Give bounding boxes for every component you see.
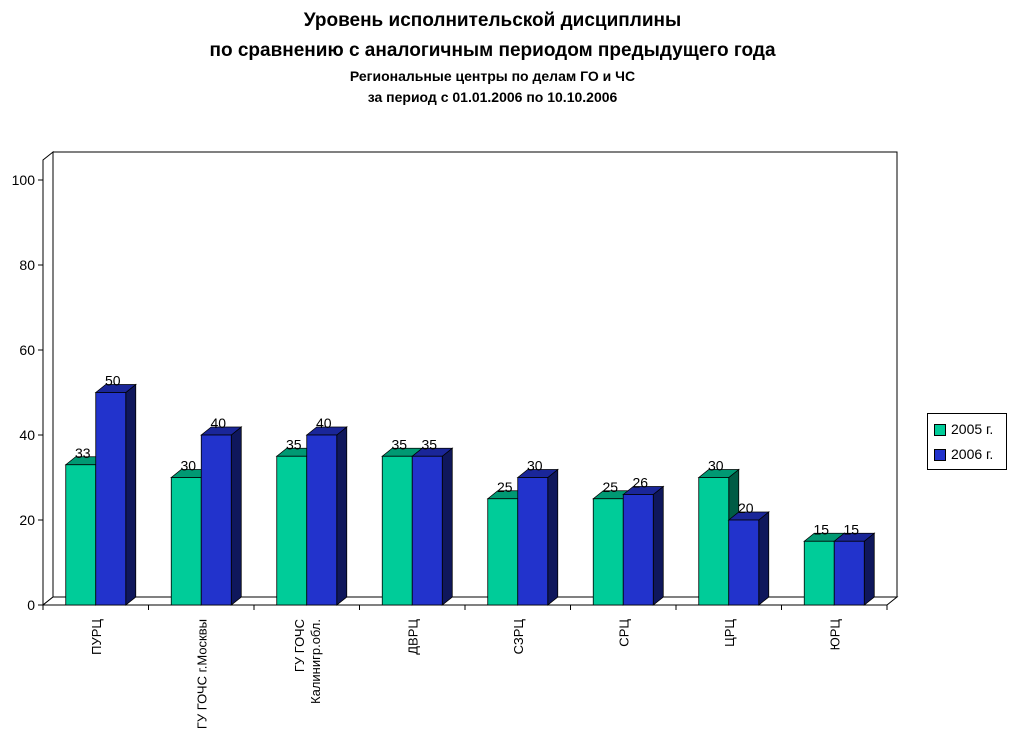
bar-2006-6	[728, 519, 760, 606]
x-category-label: ГУ ГОЧС Калинигр.обл.	[292, 619, 323, 704]
bar-2005-6	[698, 477, 730, 606]
bar-2006-0-side	[125, 383, 137, 606]
bar-2005-2	[276, 455, 308, 606]
legend-swatch-2005	[934, 424, 946, 436]
bar-2006-3	[411, 455, 443, 606]
bar-2006-7-side	[863, 532, 875, 606]
bar-2006-4	[517, 477, 549, 606]
bar-2005-3	[381, 455, 413, 606]
chart-title-line2: по сравнению с аналогичным периодом пред…	[209, 40, 776, 61]
data-label: 50	[105, 373, 121, 389]
x-category-label: СЗРЦ	[511, 619, 526, 655]
x-category-label: ПУРЦ	[89, 619, 104, 655]
x-category-label-line: ГУ ГОЧС	[292, 619, 307, 672]
data-label: 30	[708, 458, 724, 474]
legend-label-2006: 2006 г.	[951, 446, 994, 462]
x-category-label: ДВРЦ	[405, 619, 420, 655]
x-category-label-line: ЦРЦ	[722, 619, 737, 647]
legend-label-2005: 2005 г.	[951, 421, 994, 437]
y-tick-label: 20	[19, 512, 35, 528]
data-label: 30	[180, 458, 196, 474]
data-label: 33	[75, 445, 91, 461]
y-tick-label: 40	[19, 427, 35, 443]
data-label: 26	[632, 475, 648, 491]
bar-2006-1-side	[230, 426, 242, 606]
x-category-label-line: Калинигр.обл.	[308, 619, 323, 704]
chart-subtitle-line2: за период с 01.01.2006 по 10.10.2006	[367, 89, 618, 105]
bar-2006-2	[306, 434, 338, 606]
x-category-label-line: СЗРЦ	[511, 619, 526, 655]
bar-2005-4	[487, 498, 519, 606]
chart-legend: 2005 г. 2006 г.	[927, 413, 1007, 470]
x-category-label-line: СРЦ	[616, 619, 631, 647]
x-category-label: СРЦ	[616, 619, 631, 647]
bar-2006-3-side	[441, 447, 453, 606]
x-category-label: ЦРЦ	[722, 619, 737, 647]
data-label: 20	[738, 500, 754, 516]
x-category-label-line: ЮРЦ	[827, 619, 842, 651]
data-label: 35	[286, 436, 302, 452]
x-category-label: ГУ ГОЧС г.Москвы	[194, 619, 209, 729]
legend-swatch-2006	[934, 449, 946, 461]
bar-2006-4-side	[547, 468, 559, 606]
data-label: 25	[497, 479, 513, 495]
x-category-label: ЮРЦ	[827, 619, 842, 651]
bar-2006-7	[833, 540, 865, 606]
data-label: 15	[843, 521, 859, 537]
bar-2005-5	[592, 498, 624, 606]
bar-2006-6-side	[758, 511, 770, 606]
y-tick-label: 60	[19, 342, 35, 358]
bar-2006-1	[200, 434, 232, 606]
bar-2006-5	[622, 494, 654, 606]
data-label: 35	[391, 436, 407, 452]
bar-2005-7	[803, 540, 835, 606]
x-category-label-line: ГУ ГОЧС г.Москвы	[194, 619, 209, 729]
x-category-label-line: ДВРЦ	[405, 619, 420, 655]
x-category-label-line: ПУРЦ	[89, 619, 104, 655]
bar-2006-2-side	[336, 426, 348, 606]
bar-2006-5-side	[652, 485, 664, 606]
y-tick-label: 80	[19, 257, 35, 273]
plot-side-wall	[42, 150, 54, 607]
data-label: 40	[316, 415, 332, 431]
chart-subtitle: Региональные центры по делам ГО и ЧС	[349, 68, 636, 84]
data-label: 25	[602, 479, 618, 495]
bar-2006-0	[95, 392, 127, 606]
data-label: 40	[210, 415, 226, 431]
chart-title: Уровень исполнительской дисциплины	[303, 10, 682, 31]
bar-2005-0	[65, 464, 97, 606]
data-label: 35	[421, 436, 437, 452]
data-label: 30	[527, 458, 543, 474]
y-tick-label: 0	[27, 597, 35, 613]
bar-2005-1	[170, 477, 202, 606]
data-label: 15	[813, 521, 829, 537]
y-tick-label: 100	[12, 172, 36, 188]
